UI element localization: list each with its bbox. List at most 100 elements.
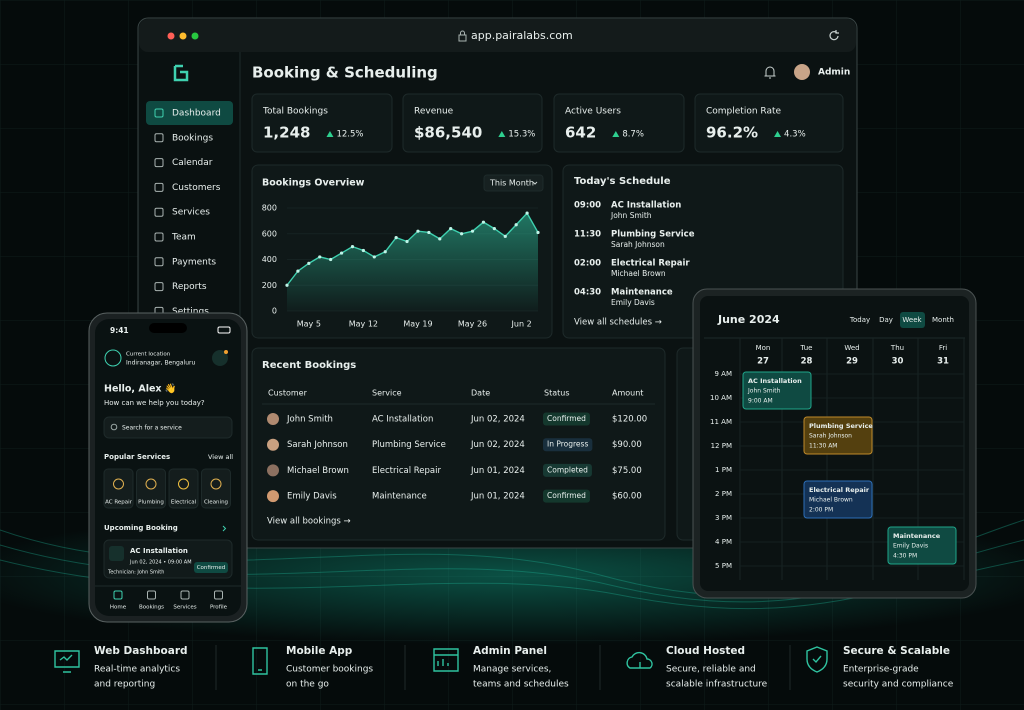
nav-item: Reports [172,282,207,292]
view-all: View all [208,453,233,461]
bell-icon [764,66,776,79]
date: Jun 01, 2024 [470,492,525,502]
booking-icon [109,546,124,561]
day-date: 27 [757,357,769,367]
nav-active [146,101,233,125]
area [287,213,538,311]
stat-card [251,93,393,153]
stat-value: 642 [565,124,596,142]
feature-desc: and reporting [94,680,155,690]
event [803,416,873,455]
stat-value: 1,248 [263,124,310,142]
tab-icon [180,590,190,600]
view-active [900,312,925,328]
schedule-service: AC Installation [611,201,681,211]
x-tick-label: Jun 2 [511,320,532,329]
dynamic-island [149,323,187,333]
nav-item: Dashboard [172,109,221,119]
point [536,230,540,235]
feature-desc: Customer bookings [286,665,373,675]
status-badge [543,438,593,452]
feature-title: Admin Panel [473,645,547,657]
feature-icon [54,650,80,673]
nav-icon [154,257,164,267]
nav-icon [154,232,164,242]
feature-title: Web Dashboard [94,645,188,657]
schedule-time: 11:30 [574,230,601,240]
booking-status-badge [194,562,228,573]
service: Electrical Repair [372,466,441,476]
service-label: Cleaning [204,500,228,506]
customer: John Smith [286,415,333,425]
feature-title: Secure & Scalable [843,645,950,657]
hour-label: 10 AM [710,394,732,402]
event [742,371,812,410]
nav-item: Customers [172,183,221,193]
amount: $60.00 [612,492,642,502]
greeting: Hello, Alex 👋 [104,383,177,395]
event-title: Plumbing Service [809,422,873,430]
column-header: Customer [268,389,308,398]
amount: $120.00 [612,415,647,425]
day-date: 28 [801,357,813,367]
customer-avatar [267,490,279,503]
point [449,227,453,231]
view-button: Week [902,316,922,324]
y-tick-label: 600 [262,229,277,238]
tab-icon [214,590,223,600]
column-header: Amount [612,389,643,398]
amount: $75.00 [612,466,642,476]
nav-icon [154,282,164,292]
day-name: Mon [756,344,771,352]
phone-time: 9:41 [110,326,129,335]
column-header: Status [544,389,570,398]
point [438,237,442,241]
stat-label: Active Users [565,107,621,117]
schedule-customer: Emily Davis [611,298,655,307]
point [307,261,311,265]
service-label: Electrical [171,500,197,506]
point [350,245,355,249]
stat-change: 15.3% [508,130,535,140]
nav-item: Payments [172,257,216,267]
view-button: Today [849,316,870,324]
window-dot [167,32,175,40]
point [296,269,300,273]
feature-desc: teams and schedules [473,680,569,690]
stat-value: $86,540 [414,124,482,142]
stat-change: 12.5% [336,130,363,140]
line [286,211,539,286]
feature-icon [433,648,459,672]
schedule-time: 09:00 [574,201,601,211]
up-arrow [612,131,620,137]
nav-icon [154,207,164,217]
point [416,229,420,233]
view-button: Month [932,316,954,324]
y-tick-label: 200 [262,281,277,290]
window-dot [191,32,199,40]
point [372,255,376,259]
feature-desc: scalable infrastructure [666,680,768,690]
feature-desc: Secure, reliable and [666,665,756,675]
location-icon [104,349,122,367]
point [318,255,322,259]
month: June 2024 [717,313,780,326]
feature-icon [252,647,268,675]
point [361,248,365,253]
stat-card [553,93,685,153]
day-name: Fri [939,344,947,352]
up-arrow [498,131,506,137]
stat-value: 96.2% [706,124,758,142]
event-customer: Sarah Johnson [809,433,852,440]
day-name: Wed [844,344,859,352]
stat-change: 8.7% [622,130,644,140]
day-date: 29 [846,357,858,367]
up-arrow [774,131,782,137]
nav-icon [154,108,164,118]
point [329,257,333,262]
point [470,229,475,233]
period-dropdown [483,174,544,192]
y-tick-label: 400 [262,255,277,264]
stat-label: Completion Rate [706,107,782,117]
